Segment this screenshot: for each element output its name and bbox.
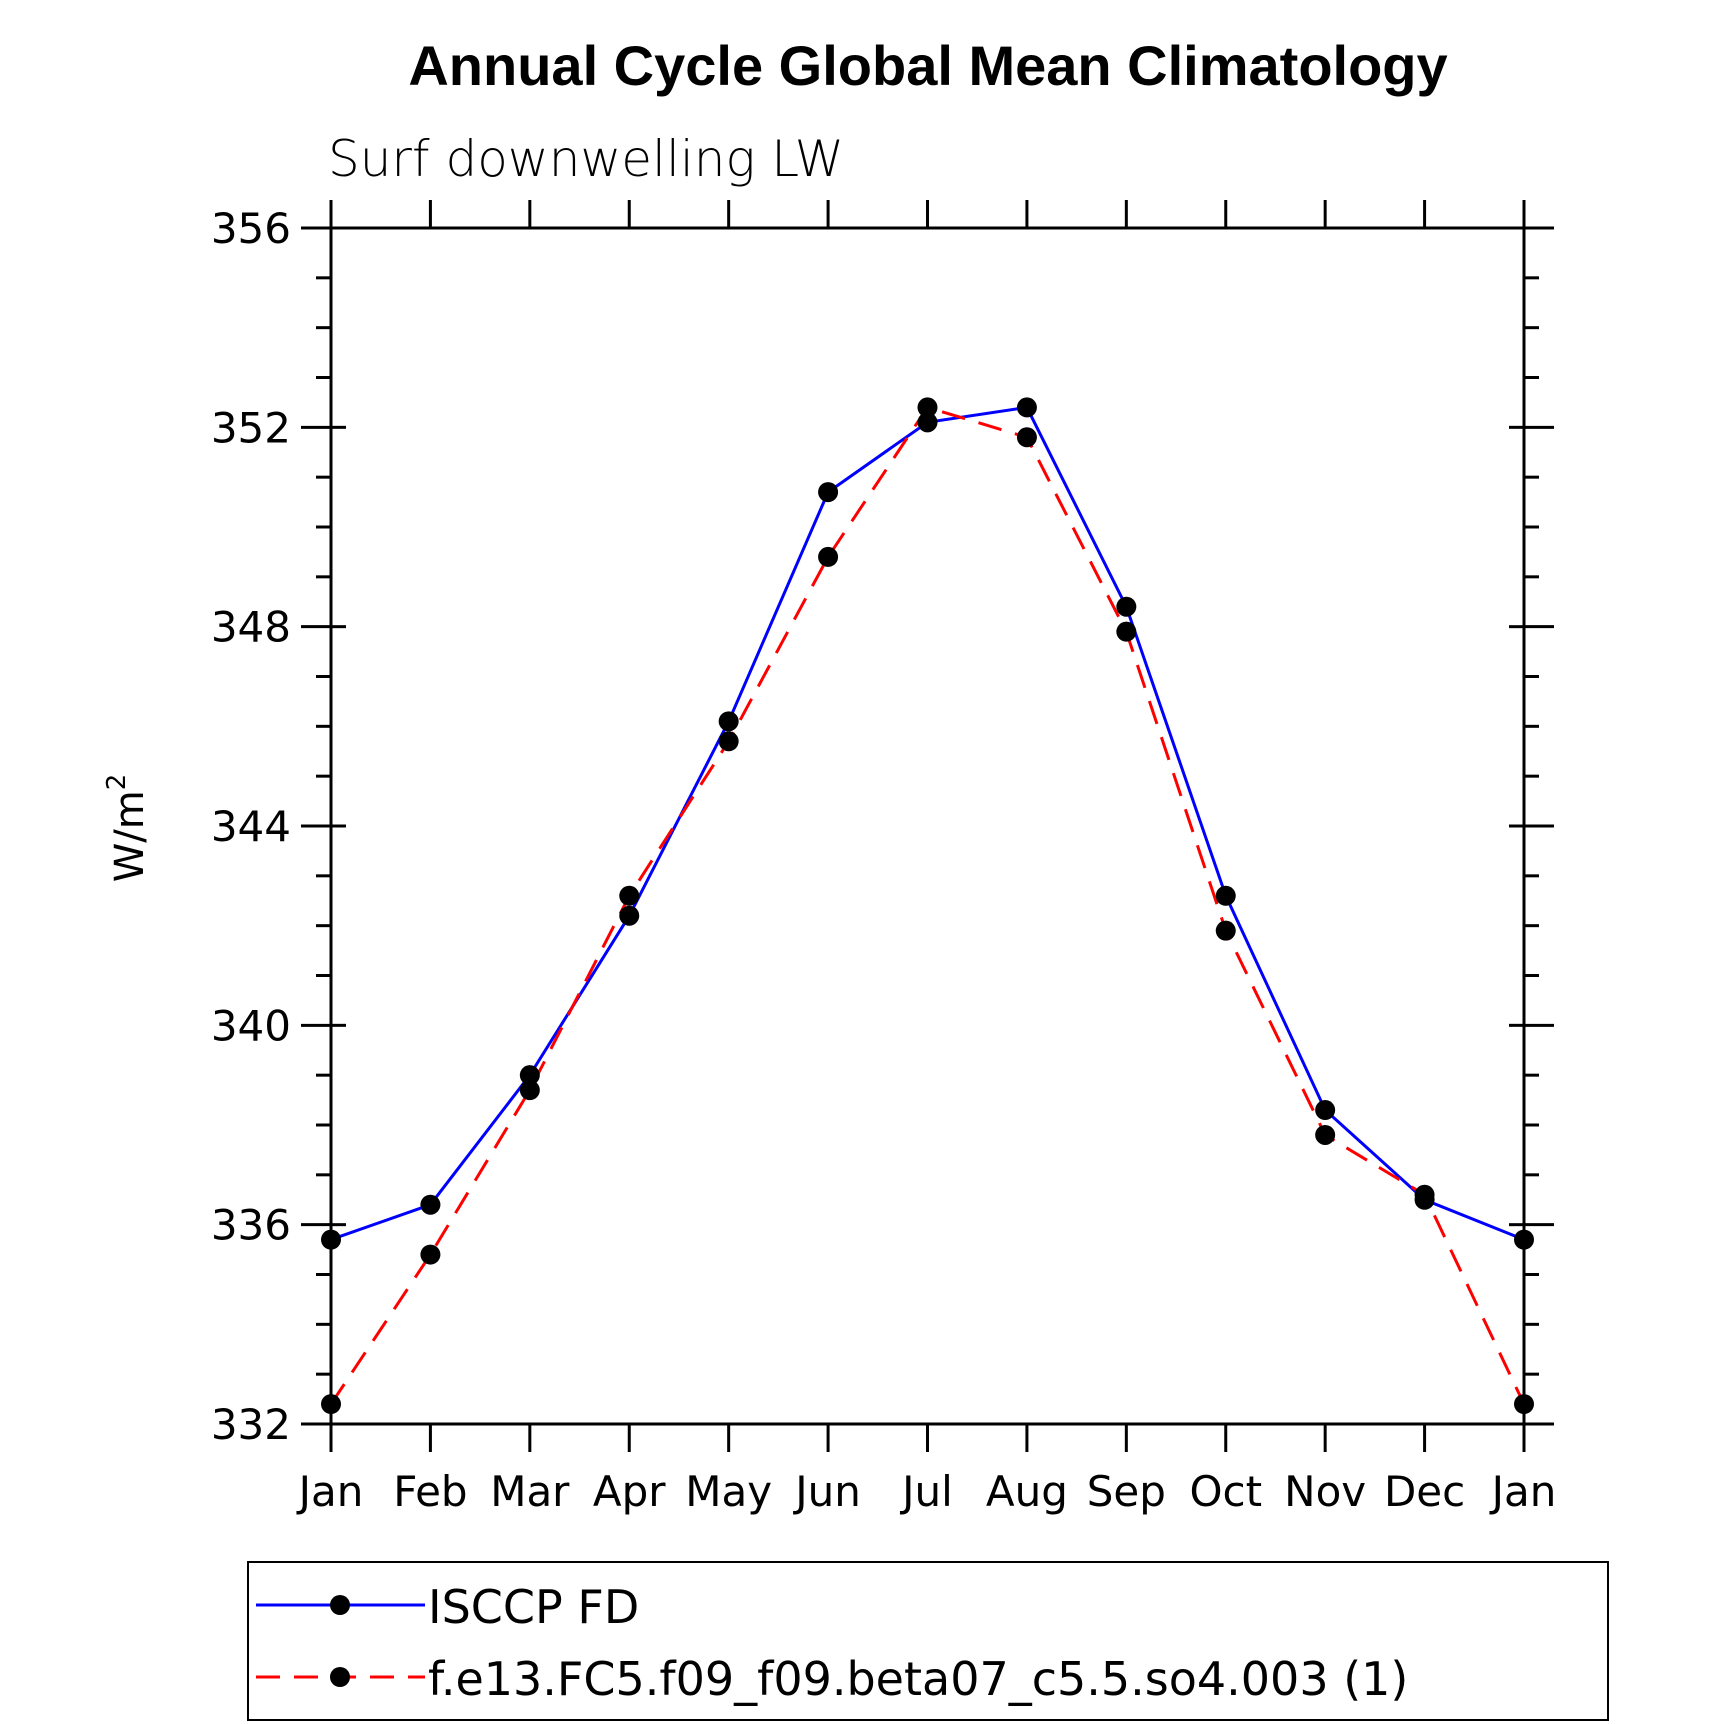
y-tick-labels: 332 336 340 344 348 352 356 [211, 204, 291, 1449]
series-1-point [619, 885, 640, 906]
x-tick-label: Jun [792, 1467, 861, 1516]
y-tick-label: 356 [211, 204, 291, 253]
y-ticks [301, 226, 1554, 1426]
x-tick-labels: Jan Feb Mar Apr May Jun Jul Aug Sep Oct Nov Dec Jan [296, 1467, 1557, 1516]
x-tick-label: Sep [1087, 1467, 1166, 1516]
series-0-point [1016, 397, 1037, 418]
series-1-point [1215, 920, 1236, 941]
y-tick-label: 344 [211, 802, 291, 851]
x-tick-label: Jan [1489, 1467, 1557, 1516]
x-tick-label: Mar [490, 1467, 570, 1516]
series-0-point [818, 482, 839, 503]
y-tick-label: 352 [211, 403, 291, 452]
x-tick-label: Nov [1284, 1467, 1366, 1516]
series-1-point [1414, 1184, 1435, 1205]
series-0-point [1315, 1100, 1336, 1121]
x-tick-label: Oct [1189, 1467, 1262, 1516]
y-axis-label-superscript: 2 [102, 774, 132, 791]
x-tick-label: Apr [593, 1467, 666, 1516]
series-1-point [917, 397, 938, 418]
series-0-point [619, 905, 640, 926]
x-tick-label: Dec [1384, 1467, 1465, 1516]
legend-marker-model [330, 1667, 350, 1687]
x-tick-label: Feb [393, 1467, 467, 1516]
legend-box [247, 1561, 1609, 1721]
series-1-point [420, 1244, 441, 1265]
series-1-point [1315, 1124, 1336, 1145]
y-tick-label: 340 [211, 1001, 291, 1050]
series-0-point [917, 412, 938, 433]
series-1-point [519, 1080, 540, 1101]
series-0-point [519, 1065, 540, 1086]
series-1-point [818, 546, 839, 567]
legend-label-isccp: ISCCP FD [428, 1580, 639, 1634]
y-axis-label-unit: W/m [107, 790, 153, 882]
series-1-point [321, 1394, 341, 1415]
x-tick-label: Jul [899, 1467, 953, 1516]
series-1-point [1514, 1394, 1534, 1415]
series-0-point [1215, 885, 1236, 906]
x-tick-label: May [685, 1467, 772, 1516]
y-tick-label: 336 [211, 1201, 291, 1250]
series-1-point [718, 731, 739, 752]
series-1-point [1016, 427, 1037, 448]
y-axis-label: W/m2 [102, 774, 153, 883]
series-0-point [321, 1229, 341, 1250]
x-ticks [329, 200, 1526, 1452]
series-line-0 [330, 405, 1525, 1242]
y-tick-label: 348 [211, 603, 291, 652]
x-tick-label: Aug [986, 1467, 1068, 1516]
legend: ISCCP FD f.e13.FC5.f09_f09.beta07_c5.5.s… [247, 1561, 1609, 1721]
chart-subtitle: Surf downwelling LW [328, 130, 844, 188]
series-line-1 [329, 405, 1526, 1405]
x-tick-label: Jan [296, 1467, 364, 1516]
series-0-point [718, 711, 739, 732]
series-0-point [1514, 1229, 1534, 1250]
series-layer [321, 397, 1534, 1415]
chart-title: Annual Cycle Global Mean Climatology [408, 34, 1447, 97]
legend-label-model: f.e13.FC5.f09_f09.beta07_c5.5.so4.003 (1… [428, 1652, 1408, 1706]
series-0-point [420, 1194, 441, 1215]
series-0-point [1116, 596, 1137, 617]
y-tick-label: 332 [211, 1400, 291, 1449]
series-1-point [1116, 621, 1137, 642]
legend-marker-isccp [330, 1595, 350, 1615]
